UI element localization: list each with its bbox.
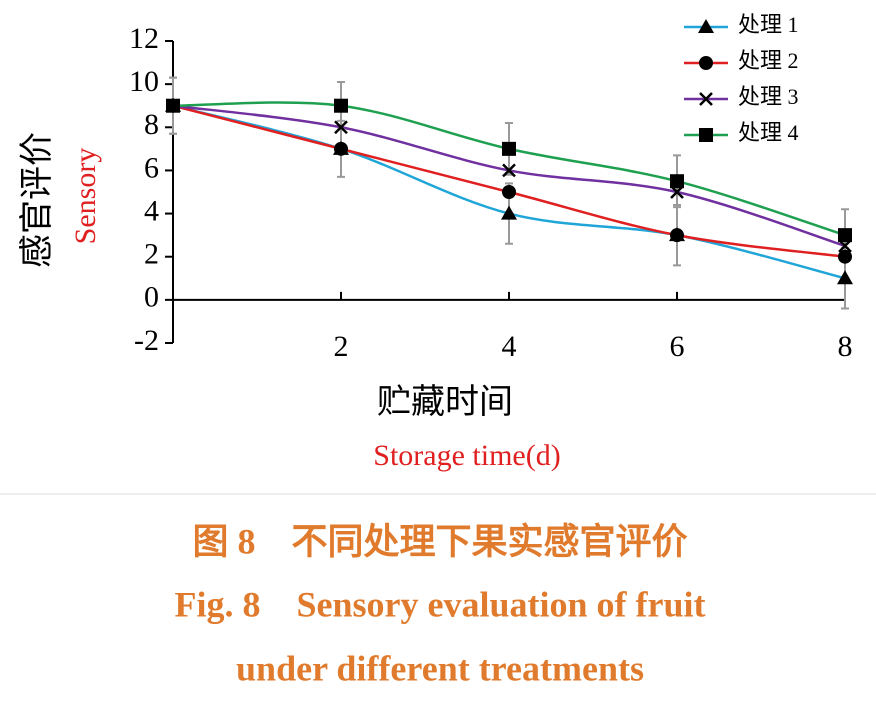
x-tick-label: 6 — [670, 330, 685, 363]
point — [670, 228, 684, 243]
point — [838, 228, 852, 243]
x-title: 贮藏时间 — [377, 383, 513, 421]
y-tick-label: 0 — [144, 281, 159, 314]
y-tick-label: 6 — [144, 151, 159, 184]
caption: under different treatments — [236, 648, 644, 688]
legend-label: 处理 3 — [738, 84, 799, 109]
point — [501, 205, 517, 220]
point — [502, 163, 516, 178]
y-tick-label: 2 — [144, 238, 159, 271]
x-tick-label: 8 — [838, 330, 853, 363]
point — [334, 141, 348, 156]
caption: Fig. 8 Sensory evaluation of fruit — [175, 584, 706, 624]
legend-marker — [698, 19, 714, 33]
y-title: 感官评价 — [18, 132, 56, 268]
point — [838, 249, 852, 264]
y-tick-label: -2 — [134, 324, 159, 357]
x-tick-label: 2 — [334, 330, 349, 363]
y-tick-label: 12 — [129, 22, 159, 55]
point — [334, 98, 348, 113]
y-tick-label: 8 — [144, 108, 159, 141]
point — [670, 174, 684, 189]
legend-marker — [699, 56, 713, 70]
x-tick-label: 4 — [502, 330, 517, 363]
caption: 图 8 不同处理下果实感官评价 — [192, 521, 687, 561]
x-title-en: Storage time(d) — [373, 439, 560, 472]
y-title-en: Sensory — [69, 148, 102, 245]
legend-marker — [699, 128, 713, 142]
point — [502, 141, 516, 156]
legend-label: 处理 1 — [738, 12, 799, 37]
point — [837, 270, 853, 285]
legend-marker — [699, 92, 713, 106]
point — [502, 185, 516, 199]
legend-label: 处理 4 — [738, 120, 799, 145]
y-tick-label: 10 — [129, 65, 159, 98]
legend-label: 处理 2 — [738, 48, 799, 73]
point — [166, 98, 180, 113]
y-tick-label: 4 — [144, 194, 159, 227]
point — [334, 120, 348, 135]
